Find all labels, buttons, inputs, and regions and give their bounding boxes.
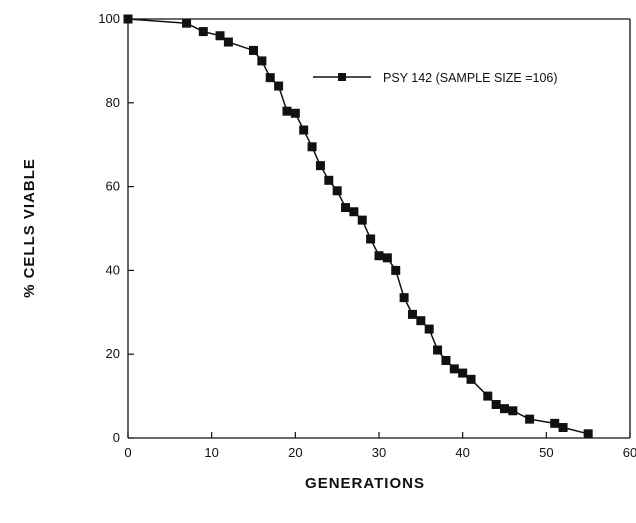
data-point (558, 423, 568, 433)
data-point (315, 161, 325, 171)
data-point (215, 31, 225, 41)
plot-content (123, 14, 593, 439)
data-point (223, 37, 233, 47)
y-tick-label: 40 (106, 262, 120, 277)
y-axis-title: % CELLS VIABLE (21, 158, 38, 298)
data-point (407, 309, 417, 319)
plot-area (128, 19, 630, 438)
x-tick-label: 60 (623, 445, 636, 460)
series-group (123, 14, 593, 439)
x-tick-label: 50 (539, 445, 553, 460)
data-point (290, 108, 300, 118)
data-point (433, 345, 443, 355)
data-point (483, 391, 493, 401)
data-point (249, 45, 258, 55)
data-point (366, 234, 376, 244)
data-point (332, 186, 342, 196)
data-point (257, 56, 267, 66)
data-point (282, 106, 292, 116)
x-axis-title: GENERATIONS (305, 475, 425, 492)
data-point (458, 368, 468, 378)
data-point (466, 374, 476, 384)
data-point (349, 207, 359, 217)
x-tick-label: 20 (288, 445, 302, 460)
data-point (416, 316, 426, 326)
data-point (274, 81, 284, 91)
legend: PSY 142 (SAMPLE SIZE =106) (313, 71, 558, 85)
x-tick-label: 10 (204, 445, 218, 460)
data-point (508, 406, 518, 416)
data-point (583, 429, 593, 439)
y-tick-label: 60 (106, 179, 120, 194)
x-tick-label: 40 (455, 445, 469, 460)
data-point (399, 293, 409, 303)
data-point (550, 418, 560, 428)
data-point (198, 27, 208, 37)
y-tick-label: 80 (106, 95, 120, 110)
y-tick-label: 20 (106, 346, 120, 361)
data-point (357, 215, 367, 225)
data-point (441, 355, 451, 365)
data-point (391, 265, 401, 275)
legend-marker (338, 73, 346, 81)
x-tick-label: 30 (372, 445, 386, 460)
data-point (182, 18, 192, 28)
data-point (525, 414, 535, 424)
y-tick-label: 100 (98, 11, 120, 26)
x-tick-label: 0 (124, 445, 131, 460)
data-point (265, 73, 275, 83)
data-point (324, 175, 334, 185)
data-point (449, 364, 459, 374)
data-point (307, 142, 317, 152)
data-point (299, 125, 309, 135)
data-point (382, 253, 392, 263)
y-tick-label: 0 (113, 430, 120, 445)
data-point (374, 251, 384, 261)
data-point (424, 324, 434, 334)
legend-label: PSY 142 (SAMPLE SIZE =106) (383, 71, 558, 85)
data-point (491, 399, 501, 409)
y-axis-ticks: 0 20 40 60 80 100 (98, 11, 134, 445)
data-point (341, 203, 351, 213)
data-point (500, 404, 509, 414)
x-axis-ticks: 0 10 20 30 40 50 60 (124, 432, 636, 460)
